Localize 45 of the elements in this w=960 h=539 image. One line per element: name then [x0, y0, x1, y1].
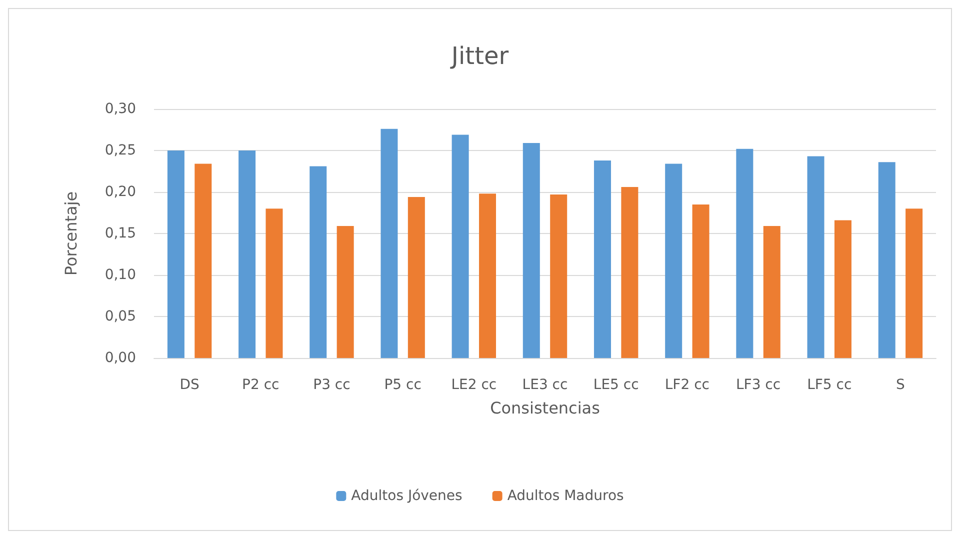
bar: [479, 194, 496, 358]
x-tick-label: P2 cc: [242, 377, 280, 393]
x-tick-label: LE2 cc: [451, 377, 497, 393]
y-tick-label: 0,05: [104, 308, 136, 324]
bar: [194, 164, 212, 358]
y-axis-title: Porcentaje: [62, 191, 80, 276]
bar: [167, 150, 184, 358]
legend-label: Adultos Jóvenes: [351, 488, 462, 504]
bar: [238, 150, 256, 358]
y-tick-label: 0,30: [104, 101, 136, 117]
bar: [665, 164, 682, 358]
chart-title: Jitter: [449, 42, 509, 70]
y-tick-label: 0,15: [104, 226, 136, 242]
bar: [310, 166, 327, 358]
x-tick-label: P5 cc: [384, 377, 422, 393]
x-tick-label: DS: [180, 377, 200, 393]
legend-label: Adultos Maduros: [507, 488, 624, 504]
bar: [594, 160, 611, 358]
bar: [878, 162, 896, 358]
x-tick-label: LE3 cc: [522, 377, 568, 393]
x-tick-label: LF2 cc: [664, 377, 710, 393]
bar: [408, 196, 425, 358]
x-axis-title: Consistencias: [490, 398, 600, 418]
x-tick-label: LF3 cc: [736, 377, 781, 393]
y-tick-label: 0,25: [104, 142, 136, 158]
bar: [906, 208, 923, 358]
x-tick-label: LF5 cc: [807, 377, 852, 393]
x-tick-label: LE5 cc: [593, 377, 639, 393]
bar: [266, 208, 283, 358]
y-tick-label: 0,00: [104, 350, 136, 366]
bar: [380, 128, 398, 358]
bar: [621, 187, 638, 358]
bar: [336, 226, 354, 358]
bar: [452, 134, 469, 358]
y-tick-label: 0,10: [104, 267, 136, 283]
bar: [763, 226, 780, 358]
bar: [736, 148, 754, 358]
bar: [834, 220, 852, 358]
bar: [692, 204, 710, 358]
bar: [807, 156, 824, 358]
y-tick-label: 0,20: [104, 184, 136, 200]
bar: [550, 194, 568, 358]
x-tick-label: P3 cc: [313, 377, 350, 393]
bar: [522, 143, 540, 358]
x-tick-label: S: [896, 377, 906, 393]
